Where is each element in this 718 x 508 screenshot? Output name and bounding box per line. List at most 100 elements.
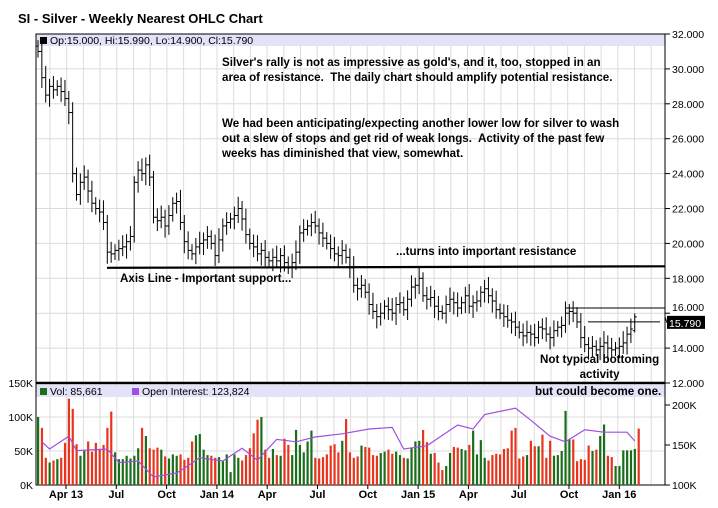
volume-bar [329, 445, 332, 485]
oi-legend-swatch [132, 388, 139, 395]
y-tick-label: 28.000 [672, 99, 704, 111]
volume-tick-label: 100K [8, 412, 33, 424]
ohlc-bar [193, 237, 198, 265]
volume-bar [40, 427, 44, 485]
ohlc-bar [132, 176, 137, 243]
volume-bar [264, 449, 267, 485]
volume-bar [502, 448, 506, 485]
ohlc-bar [482, 279, 487, 303]
x-tick-label: Apr [258, 489, 278, 501]
ohlc-bar [397, 292, 402, 314]
volume-bar [591, 451, 594, 485]
volume-bar [337, 452, 340, 485]
volume-bar [475, 454, 479, 485]
volume-bar [248, 448, 251, 485]
ohlc-bar [124, 234, 129, 259]
volume-bar [352, 457, 355, 485]
ohlc-bar [59, 77, 64, 102]
volume-bar [87, 441, 90, 485]
volume-bar [210, 455, 213, 485]
volume-bar [171, 454, 174, 485]
ohlc-bar [363, 279, 368, 299]
volume-bar [552, 455, 556, 485]
ohlc-bar [486, 277, 491, 304]
oi-tick-label: 100K [672, 480, 697, 492]
y-tick-label: 26.000 [672, 134, 704, 146]
ohlc-bar [186, 231, 191, 260]
annotation-support: Axis Line - Important support... [120, 272, 292, 285]
ohlc-bar [436, 295, 441, 321]
volume-bar [98, 449, 101, 485]
ohlc-bar [447, 287, 452, 312]
ohlc-bar [555, 321, 560, 337]
ohlc-bar [424, 286, 429, 310]
chart-title: SI - Silver - Weekly Nearest OHLC Chart [18, 11, 263, 26]
volume-bar [560, 451, 563, 485]
ohlc-bar [559, 316, 564, 338]
volume-bar [545, 457, 548, 485]
ohlc-bar [451, 291, 456, 315]
ohlc-bar [190, 244, 194, 260]
ohlc-bar [505, 304, 510, 328]
ohlc-bar [309, 213, 314, 237]
ohlc-bar [278, 248, 283, 273]
ohlc-bar [517, 321, 522, 339]
volume-bar [152, 449, 155, 485]
ohlc-bar [390, 298, 395, 321]
x-tick-label: Apr 13 [49, 489, 83, 501]
ohlc-bar [421, 272, 425, 302]
volume-bar [479, 440, 482, 485]
ohlc-bar [444, 295, 449, 324]
ohlc-bar [263, 240, 268, 267]
ohlc-bar [147, 154, 152, 186]
annotation-resistance: ...turns into important resistance [396, 245, 577, 258]
volume-bar [495, 453, 498, 485]
ohlc-bar [236, 196, 241, 223]
volume-bar [414, 441, 417, 485]
ohlc-bar [336, 246, 341, 268]
volume-bar [140, 427, 144, 485]
volume-bar [464, 450, 467, 485]
volume-bar [306, 441, 309, 485]
y-tick-label: 14.000 [672, 343, 704, 355]
ohlc-bar [613, 341, 618, 356]
volume-bar [345, 419, 348, 485]
ohlc-bar [97, 199, 102, 223]
volume-bar [433, 453, 436, 485]
volume-bar [298, 444, 301, 485]
ohlc-bar [163, 209, 168, 238]
ohlc-bar [459, 296, 464, 315]
ohlc-bar [224, 212, 229, 235]
ohlc-bar [474, 290, 479, 312]
volume-bar [506, 448, 509, 485]
volume-bar [360, 445, 363, 485]
volume-tick-label: 150K [8, 378, 33, 390]
ohlc-bar [551, 320, 556, 347]
volume-bar [333, 444, 336, 485]
ohlc-bar [601, 331, 606, 354]
volume-bar [214, 457, 217, 485]
volume-bar [271, 448, 275, 485]
volume-bar [52, 460, 55, 485]
last-price-box [667, 315, 705, 329]
volume-bar [564, 410, 567, 485]
volume-bar [602, 424, 606, 485]
annotation-lower-low: We had been anticipating/expecting anoth… [222, 117, 620, 160]
ohlc-bar [74, 167, 79, 201]
ohlc-bar [394, 296, 399, 325]
volume-bar [241, 460, 244, 485]
y-tick-label: 24.000 [672, 169, 704, 181]
x-tick-label: Jul [310, 489, 326, 501]
ohlc-bar [340, 240, 345, 265]
ohlc-bar [374, 303, 379, 329]
volume-bar [395, 451, 398, 485]
volume-bar [510, 430, 513, 485]
volume-bar [541, 434, 544, 485]
volume-bar [341, 440, 344, 485]
volume-bar [418, 440, 421, 485]
volume-bar [610, 457, 613, 485]
volume-bar [94, 442, 97, 485]
ohlc-bar [571, 301, 576, 323]
y-tick-label: 22.000 [672, 204, 704, 216]
